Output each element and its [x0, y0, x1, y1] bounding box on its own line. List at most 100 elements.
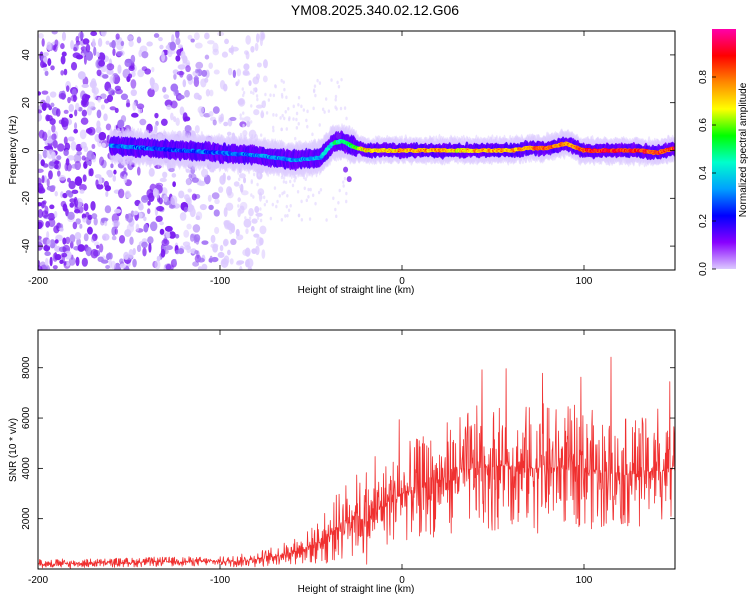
spectrogram-noise-cell — [83, 233, 89, 242]
spectrogram-noise-cell — [292, 104, 295, 109]
spectrogram-noise-cell — [233, 181, 240, 187]
spectrogram-noise-cell — [245, 258, 251, 268]
spectrogram-noise-cell — [314, 93, 317, 98]
spectrogram-noise-cell — [195, 61, 204, 70]
spectrogram-x-tick-label: -100 — [210, 276, 230, 287]
snr-panel: -200 -100 0 100 2000 4000 6000 8000 Height of … — [8, 329, 676, 595]
spectrogram-noise-cell — [50, 102, 55, 108]
spectrogram-noise-cell — [100, 31, 107, 37]
spectrogram-noise-cell — [237, 197, 241, 203]
spectrogram-noise-cell — [189, 233, 195, 242]
spectrogram-noise-cell — [306, 109, 309, 114]
spectrogram-noise-cell — [38, 153, 43, 161]
spectrogram-noise-cell — [238, 184, 242, 189]
spectrogram-noise-cell — [283, 87, 286, 92]
spectrogram-noise-cell — [51, 151, 56, 160]
spectrogram-noise-cell — [169, 41, 176, 51]
spectrogram-noise-cell — [119, 263, 127, 269]
spectrogram-noise-cell — [332, 196, 335, 201]
spectrogram-noise-cell — [275, 113, 278, 117]
spectrogram-noise-cell — [295, 117, 298, 122]
spectrogram-noise-cell — [147, 236, 154, 245]
spectrogram-noise-cell — [243, 63, 250, 71]
spectrogram-noise-cell — [51, 124, 56, 133]
spectrogram-noise-cell — [243, 116, 251, 122]
spectrogram-noise-cell — [146, 41, 153, 47]
spectrogram-noise-cell — [62, 237, 67, 245]
snr-series-line — [38, 356, 675, 569]
spectrogram-noise-cell — [60, 117, 69, 128]
spectrogram-noise-cell — [212, 48, 220, 56]
spectrogram-noise-cell — [67, 211, 75, 220]
spectrogram-noise-cell — [171, 34, 175, 44]
spectrogram-noise-cell — [238, 173, 246, 179]
spectrogram-noise-cell — [85, 43, 91, 53]
spectrogram-noise-cell — [72, 94, 77, 103]
spectrogram-noise-cell — [81, 109, 88, 117]
colorbar-tick-label: 0.0 — [698, 262, 709, 276]
spectrogram-noise-cell — [334, 97, 337, 102]
spectrogram-noise-cell — [264, 92, 267, 97]
spectrogram-noise-cell — [42, 52, 49, 57]
spectrogram-noise-cell — [114, 85, 121, 91]
spectrogram-noise-cell — [65, 261, 70, 267]
spectrogram-noise-cell — [104, 220, 108, 227]
spectrogram-noise-cell — [295, 126, 299, 130]
spectrogram-noise-cell — [229, 229, 233, 235]
spectrogram-x-tick-label: -200 — [28, 276, 48, 287]
spectrogram-noise-cell — [242, 93, 245, 98]
spectrogram-noise-cell — [173, 73, 177, 80]
spectrogram-noise-cell — [285, 204, 288, 209]
spectrogram-noise-cell — [51, 31, 58, 35]
spectrogram-noise-cell — [253, 233, 260, 238]
spectrogram-noise-cell — [53, 211, 58, 218]
spectrogram-noise-cell — [96, 244, 100, 249]
spectrogram-noise-cell — [185, 65, 191, 73]
spectrogram-noise-cell — [61, 51, 67, 57]
spectrogram-noise-cell — [286, 213, 289, 218]
spectrogram-noise-cell — [278, 194, 281, 198]
spectrogram-noise-cell — [294, 136, 297, 141]
spectrogram-noise-cell — [318, 81, 322, 85]
spectrogram-noise-cell — [92, 38, 96, 48]
spectrogram-noise-cell — [236, 68, 242, 77]
spectrogram-noise-cell — [314, 201, 317, 206]
snr-y-ticks: 2000 4000 6000 8000 — [21, 356, 675, 530]
spectrogram-noise-cell — [73, 46, 78, 52]
spectrogram-noise-cell — [50, 185, 56, 190]
spectrogram-noise-cell — [190, 38, 195, 43]
spectrogram-noise-cell — [259, 31, 266, 41]
spectrogram-noise-cell — [103, 113, 108, 122]
spectrogram-noise-cell — [54, 164, 59, 170]
spectrogram-noise-cell — [58, 92, 67, 100]
spectrogram-noise-cell — [70, 141, 77, 151]
spectrogram-noise-cell — [172, 181, 176, 188]
spectrogram-noise-cell — [243, 218, 252, 228]
spectrogram-noise-cell — [252, 87, 256, 92]
spectrogram-noise-cell — [88, 168, 92, 177]
spectrogram-y-axis-label: Frequency (Hz) — [8, 116, 19, 185]
spectrogram-noise-cell — [229, 258, 234, 265]
spectrogram-noise-cell — [223, 220, 229, 227]
spectrogram-noise-cell — [42, 131, 48, 142]
spectrogram-noise-cell — [209, 89, 214, 97]
spectrogram-noise-cell — [165, 263, 172, 270]
spectrogram-noise-cell — [292, 117, 295, 121]
spectrogram-noise-cell — [95, 179, 99, 187]
spectrogram-noise-cell — [95, 126, 102, 134]
spectrogram-noise-cell — [87, 101, 95, 108]
spectrogram-noise-cell — [317, 190, 321, 195]
spectrogram-noise-cell — [131, 70, 136, 78]
spectrogram-noise-cell — [148, 242, 152, 253]
spectrogram-noise-cell — [125, 214, 129, 222]
spectrogram-noise-cell — [98, 243, 104, 253]
spectrogram-noise-cell — [42, 57, 48, 63]
spectrogram-noise-cell — [218, 186, 224, 193]
spectrogram-noise-cell — [124, 59, 132, 67]
spectrogram-noise-cell — [56, 155, 62, 161]
spectrogram-noise-cell — [112, 48, 116, 57]
spectrogram-noise-cell — [177, 44, 183, 49]
spectrogram-noise-cell — [98, 59, 106, 67]
spectrogram-noise-cell — [67, 136, 75, 142]
spectrogram-noise-cell — [82, 38, 90, 45]
